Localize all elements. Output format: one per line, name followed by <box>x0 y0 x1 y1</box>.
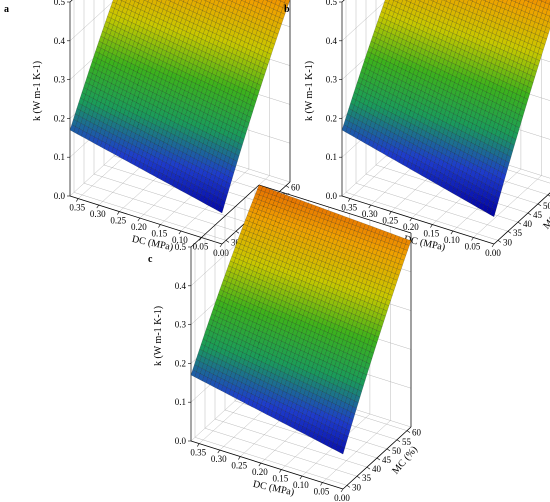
x-tick-mark <box>389 211 392 215</box>
x-tick-label: 0.00 <box>485 248 501 258</box>
x-axis-line <box>69 195 223 245</box>
y-tick-label: 35 <box>513 228 523 238</box>
y-tick-label: 50 <box>543 201 550 211</box>
x-tick-label: 0.30 <box>362 209 378 219</box>
y-tick-mark <box>285 185 290 188</box>
panel-letter: a <box>4 4 9 15</box>
y-tick-label: 45 <box>533 210 543 220</box>
x-tick-label: 0.05 <box>465 242 481 252</box>
x-tick-label: 0.15 <box>152 229 168 239</box>
y-tick-mark <box>235 230 240 234</box>
y-tick-mark <box>507 230 512 234</box>
surface <box>190 184 412 455</box>
y-tick-label: 30 <box>503 237 513 247</box>
x-tick-label: 0.10 <box>444 235 460 245</box>
z-tick-label: 0.3 <box>54 75 66 85</box>
surface <box>69 0 290 214</box>
z-tick-label: 0.5 <box>326 0 338 7</box>
x-tick-mark <box>430 224 433 228</box>
y-tick-mark <box>537 203 542 207</box>
x-tick-label: 0.35 <box>69 203 85 213</box>
x-tick-mark <box>117 211 120 215</box>
x-tick-mark <box>219 243 223 248</box>
y-tick-label: 60 <box>291 183 301 193</box>
x-tick-label: 0.20 <box>403 222 419 232</box>
x-tick-label: 0.35 <box>341 203 357 213</box>
z-tick-label: 0.1 <box>326 152 337 162</box>
x-tick-label: 0.25 <box>110 216 126 226</box>
panel-c: 0.350.300.250.200.150.100.050.0030354045… <box>148 184 422 502</box>
gridline <box>83 183 237 232</box>
panel-a: 0.350.300.250.200.150.100.050.0030354045… <box>4 0 301 258</box>
panel-b: 0.35 0.30 0.25 0.20 0.15 0.10 0.05 0.0030354045… <box>284 0 550 258</box>
x-tick-mark <box>158 224 161 228</box>
x-tick-mark <box>178 230 182 235</box>
gridline <box>73 192 227 241</box>
z-axis-title: k (W m-1 K-1) <box>32 61 43 121</box>
x-tick-label: 0.30 <box>90 209 106 219</box>
x-tick-mark <box>368 204 372 209</box>
y-tick-mark <box>497 240 502 243</box>
z-tick-label: 0.2 <box>326 113 337 123</box>
surface <box>341 0 550 217</box>
x-tick-mark <box>137 217 141 222</box>
x-tick-mark <box>450 230 454 235</box>
z-tick-label: 0.1 <box>54 152 65 162</box>
x-tick-mark <box>471 237 474 241</box>
x-tick-label: 0.10 <box>172 235 188 245</box>
z-tick-label: 0.2 <box>54 113 65 123</box>
gridline <box>93 173 247 223</box>
z-tick-label: 0.5 <box>54 0 66 7</box>
y-tick-mark <box>517 221 522 225</box>
surface-cell <box>218 204 224 214</box>
x-tick-mark <box>75 198 79 202</box>
x-tick-label: 0.20 <box>131 222 147 232</box>
x-tick-mark <box>409 217 413 222</box>
z-tick-label: 0.3 <box>326 75 338 85</box>
x-tick-label: 0.25 <box>382 216 398 226</box>
y-tick-label: 40 <box>523 219 533 229</box>
x-tick-label: 0.05 <box>193 242 209 252</box>
y-tick-label: 30 <box>231 237 241 247</box>
x-tick-mark <box>491 243 495 248</box>
x-tick-mark <box>347 198 351 202</box>
x-tick-label: 0.15 <box>424 229 440 239</box>
x-tick-mark <box>96 204 100 209</box>
y-tick-mark <box>225 240 230 243</box>
z-tick-label: 0.4 <box>54 36 66 46</box>
z-tick-label: 0.0 <box>54 191 66 201</box>
z-axis-title: k (W m-1 K-1) <box>304 61 315 121</box>
z-tick-label: 0.0 <box>326 191 338 201</box>
gridline <box>345 192 499 241</box>
z-tick-label: 0.4 <box>326 36 338 46</box>
gridline <box>355 183 509 232</box>
y-tick-mark <box>527 212 532 216</box>
panel-letter: b <box>284 4 290 15</box>
x-tick-label: 0.00 <box>213 248 229 258</box>
